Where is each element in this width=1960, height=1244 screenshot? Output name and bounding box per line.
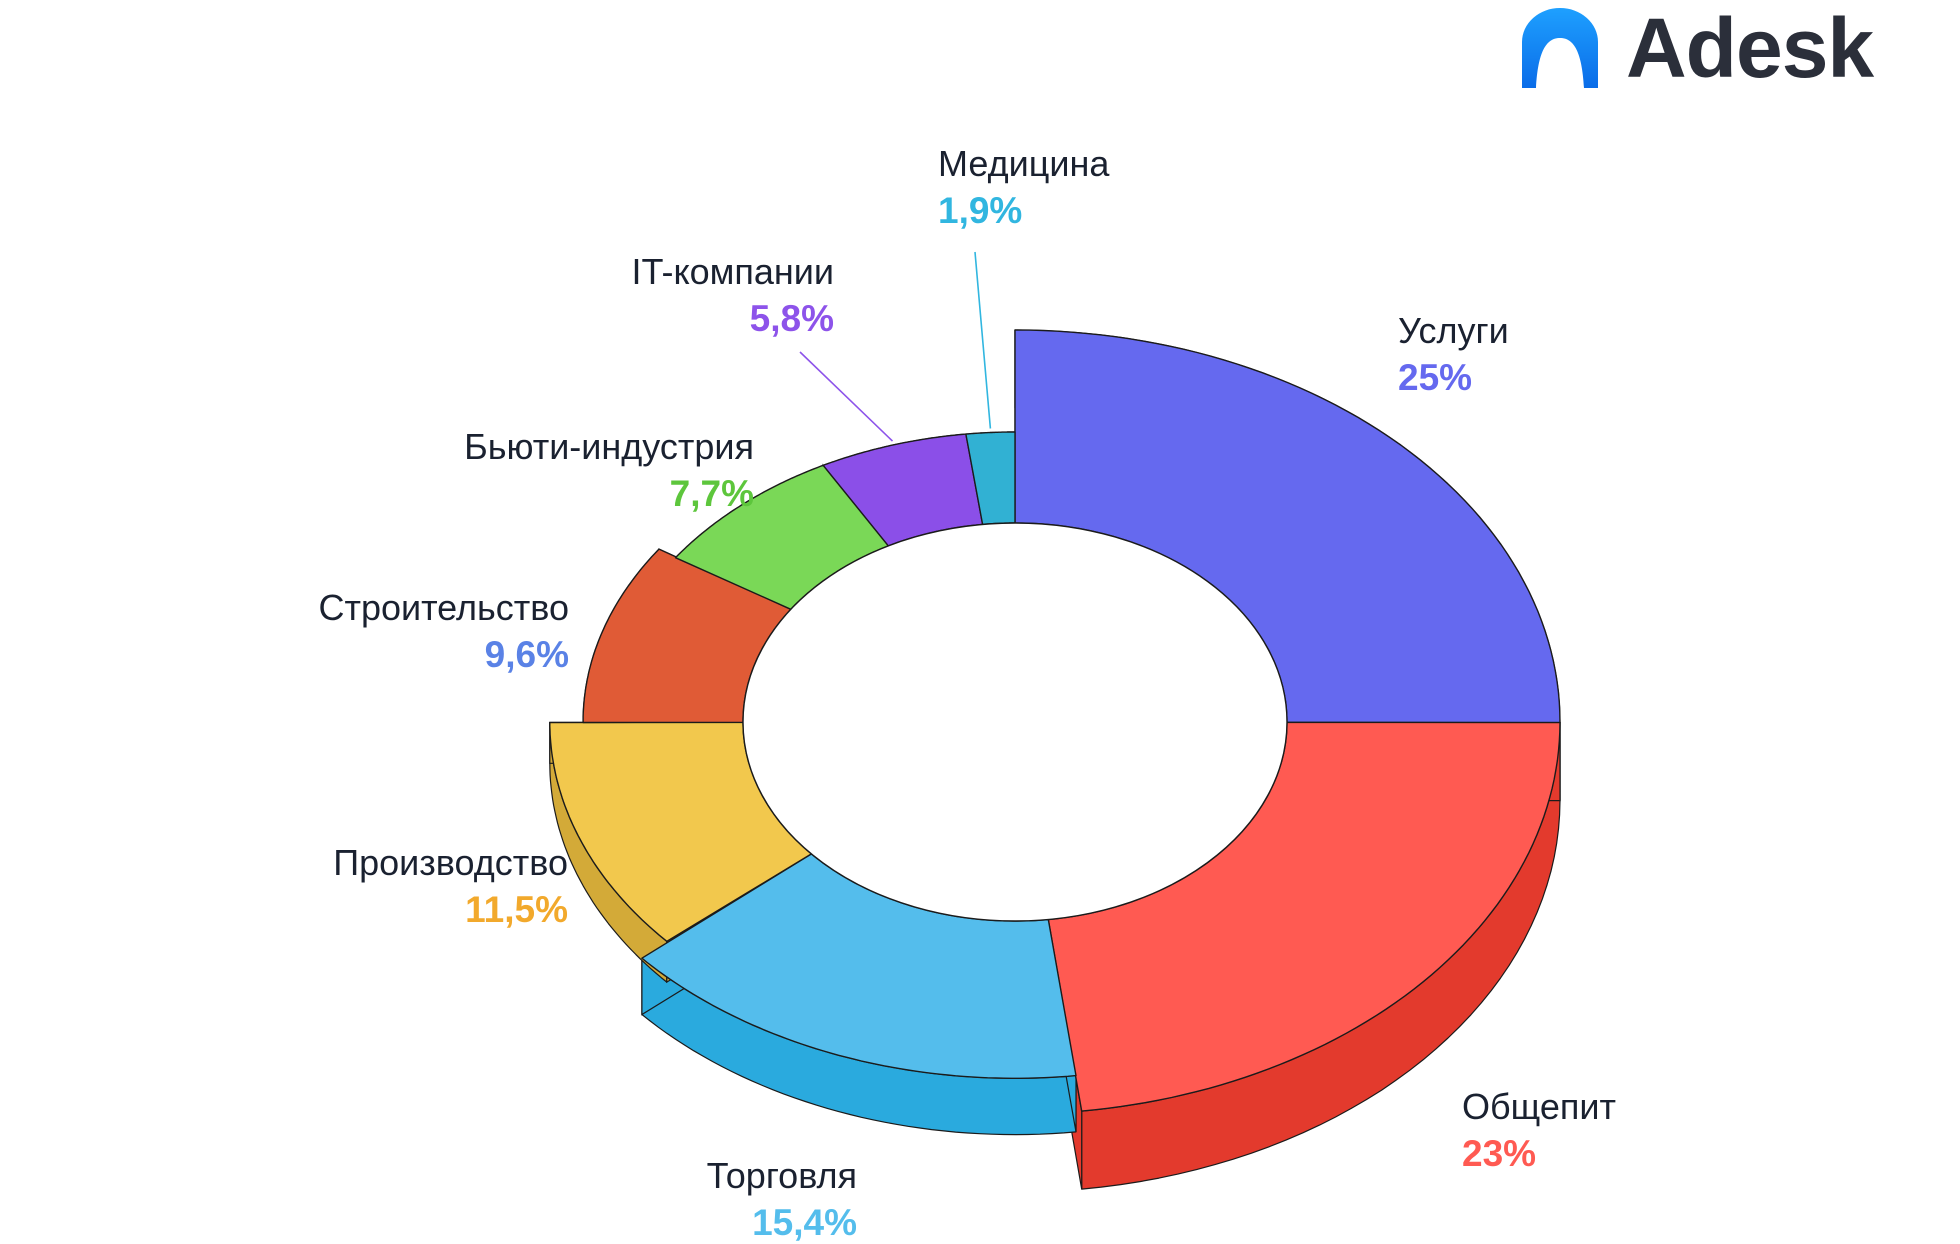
slice-value: 23% (1462, 1133, 1537, 1174)
slice-value: 11,5% (465, 889, 568, 930)
slice-name: Медицина (938, 143, 1110, 184)
slice-name: Услуги (1398, 310, 1509, 351)
brand-logo: Adesk (1520, 1, 1874, 95)
slice-value: 5,8% (749, 298, 834, 339)
slice-value: 9,6% (484, 634, 569, 675)
leader-line-6 (799, 351, 894, 442)
label-proizvodstvo: Производство 11,5% (333, 842, 568, 930)
slice-name: Общепит (1462, 1086, 1616, 1127)
slice-value: 25% (1398, 357, 1473, 398)
slice-value: 7,7% (669, 473, 754, 514)
slice-name: Бьюти-индустрия (464, 426, 754, 467)
slice-name: Строительство (318, 587, 569, 628)
label-it-kompanii: IT-компании 5,8% (631, 251, 834, 339)
slice-value: 1,9% (938, 190, 1023, 231)
brand-name: Adesk (1626, 1, 1874, 95)
leader-lines-layer (799, 251, 992, 442)
adesk-arch-logo-icon (1522, 8, 1598, 88)
label-byuti-industriya: Бьюти-индустрия 7,7% (464, 426, 754, 514)
slice-name: IT-компании (631, 251, 834, 292)
donut-hole (742, 522, 1288, 922)
slice-name: Торговля (706, 1155, 857, 1196)
label-uslugi: Услуги 25% (1398, 310, 1509, 398)
leader-line-7 (974, 251, 992, 429)
slice-name: Производство (333, 842, 568, 883)
slice-tops-layer (549, 329, 1561, 1112)
label-stroitelstvo: Строительство 9,6% (318, 587, 569, 675)
label-meditsina: Медицина 1,9% (938, 143, 1110, 231)
label-obshchepit: Общепит 23% (1462, 1086, 1616, 1174)
label-torgovlya: Торговля 15,4% (706, 1155, 857, 1243)
slice-value: 15,4% (752, 1202, 857, 1243)
